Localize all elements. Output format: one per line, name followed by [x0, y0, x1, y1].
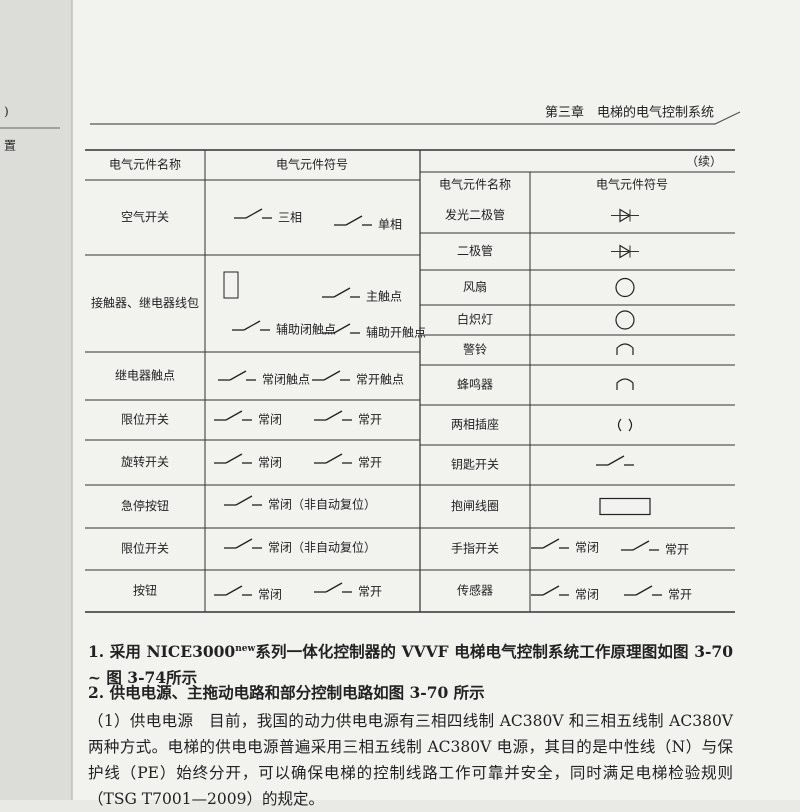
superscript: new	[235, 644, 256, 654]
row-name: 手指开关	[451, 541, 499, 556]
symbol-stroke	[333, 287, 351, 298]
symbol-label: 常开	[358, 456, 382, 470]
row-name: 急停按钮	[121, 498, 169, 513]
symbol-label: 常闭（非自动复位）	[268, 540, 376, 555]
row-name: 两相插座	[451, 417, 499, 432]
symbol-stroke	[225, 410, 243, 421]
row-name: 空气开关	[121, 209, 169, 224]
coil-symbol	[223, 271, 239, 299]
symbol-stroke	[325, 582, 343, 593]
symbol-label: 常闭	[575, 541, 599, 555]
column-header: 电气元件名称	[439, 177, 511, 192]
left-page-text: 置	[4, 139, 16, 153]
row-name: 接触器、继电器线包	[91, 295, 199, 310]
symbol-label: 常开	[358, 585, 382, 599]
row-name: 发光二极管	[445, 207, 505, 222]
symbol-stroke	[235, 538, 253, 549]
symbol-stroke	[225, 585, 243, 596]
symbol-label: 主触点	[366, 290, 402, 304]
bell-symbol	[616, 343, 634, 355]
symbol-stroke	[225, 453, 243, 464]
symbol-stroke	[245, 208, 263, 219]
symbol-label: 常闭	[575, 588, 599, 602]
row-name: 继电器触点	[115, 369, 175, 383]
paragraph: 2. 供电电源、主拖动电路和部分控制电路如图 3-70 所示	[88, 683, 485, 702]
coil-symbol	[599, 497, 651, 516]
symbol-stroke	[229, 370, 247, 381]
row-name: 白炽灯	[457, 312, 493, 327]
symbol-stroke	[333, 323, 351, 334]
symbol-label: 常开触点	[356, 373, 404, 387]
symbol-stroke	[345, 215, 363, 226]
symbol-label: 常闭	[258, 588, 282, 602]
socket-symbol	[617, 418, 633, 432]
text: 系列一体化控制器的 VVVF 电梯电气控制系统工作原理图如图 3-70 ~ 图 …	[88, 642, 734, 688]
symbol-label: 辅助闭触点	[276, 323, 336, 337]
symbol-label: 常开	[358, 413, 382, 427]
symbol-label: 常开	[668, 588, 692, 602]
header-rule	[90, 111, 741, 125]
column-header: 电气元件名称	[109, 157, 181, 172]
row-name: 限位开关	[121, 412, 169, 427]
symbol-label: 辅助开触点	[366, 326, 426, 340]
row-name: 钥匙开关	[451, 458, 499, 472]
symbol-stroke	[235, 495, 253, 506]
row-name: 旋转开关	[121, 454, 169, 469]
row-name: 风扇	[463, 279, 487, 294]
row-name: 警铃	[463, 342, 487, 357]
symbol-stroke	[635, 585, 653, 596]
row-name: 按钮	[133, 583, 157, 598]
bell-symbol	[616, 378, 634, 390]
symbol-stroke	[323, 370, 341, 381]
row-name: 抱闸线圈	[451, 498, 499, 513]
paragraph: 1. 采用 NICE3000new系列一体化控制器的 VVVF 电梯电气控制系统…	[88, 636, 733, 691]
symbol-label: 常闭	[258, 413, 282, 427]
continued-label: （续）	[686, 155, 722, 169]
symbol-label: 常闭	[258, 456, 282, 470]
symbol-label: 常开	[665, 543, 689, 557]
column-header: 电气元件符号	[596, 177, 668, 192]
symbol-label: 常闭（非自动复位）	[268, 497, 376, 512]
left-page	[0, 0, 72, 800]
symbol-stroke	[542, 585, 560, 596]
row-name: 二极管	[457, 243, 493, 258]
text: 1. 采用 NICE3000	[88, 642, 236, 662]
symbol-stroke	[325, 453, 343, 464]
symbol-stroke	[632, 540, 650, 551]
chapter-header: 第三章 电梯的电气控制系统	[545, 105, 714, 121]
row-name: 蜂鸣器	[457, 377, 493, 392]
symbol-label: 单相	[378, 218, 402, 232]
row-name: 限位开关	[121, 541, 169, 556]
round-symbol	[615, 310, 635, 330]
symbol-label: 常闭触点	[262, 373, 310, 387]
symbol-label: 三相	[278, 211, 302, 225]
symbol-stroke	[607, 455, 625, 466]
round-symbol	[615, 277, 635, 298]
symbol-stroke	[325, 410, 343, 421]
paragraph: （1）供电电源 目前，我国的动力供电电源有三相四线制 AC380V 和三相五线制…	[88, 712, 733, 808]
left-page-text: )	[4, 105, 9, 119]
row-name: 传感器	[457, 583, 493, 598]
column-header: 电气元件符号	[276, 157, 348, 172]
symbol-stroke	[542, 538, 560, 549]
symbol-stroke	[243, 320, 261, 331]
